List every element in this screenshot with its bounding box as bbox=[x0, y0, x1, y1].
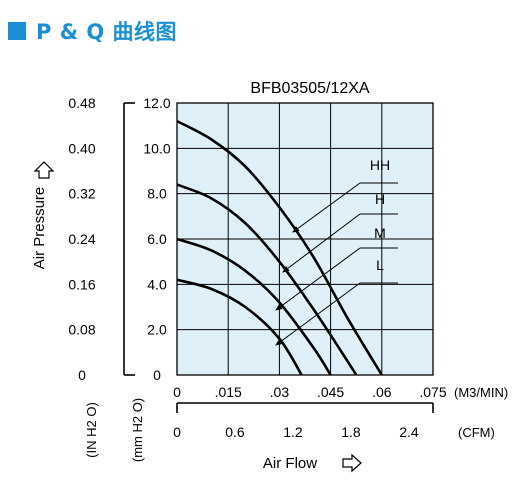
x-tick-label-m3: 0 bbox=[173, 384, 181, 400]
y-tick-label-in: 0.32 bbox=[68, 186, 95, 202]
leader-arrow bbox=[275, 247, 361, 311]
x-top-unit: (M3/MIN) bbox=[454, 385, 508, 400]
curve-label-m: M bbox=[374, 225, 386, 241]
right-arrow-icon bbox=[342, 453, 362, 473]
grid bbox=[176, 102, 434, 376]
leader-arrow bbox=[282, 213, 361, 273]
y-tick-label-in: 0.16 bbox=[68, 276, 95, 292]
tick-labels: 0 2.0 4.0 6.0 8.0 10.0 12.0 0 0.08 0.16 0.24 0.32 0.… bbox=[68, 95, 446, 440]
x-tick-label-m3: .045 bbox=[317, 384, 344, 400]
y-tick-label-in: 0.08 bbox=[68, 322, 95, 338]
x-tick-label-cfm: 2.4 bbox=[399, 424, 419, 440]
curve-label-hh: HH bbox=[370, 157, 390, 173]
y-tick-label-mm: 6.0 bbox=[147, 231, 167, 247]
curve-hh bbox=[176, 119, 383, 376]
leader-arrow bbox=[292, 182, 361, 233]
x-tick-label-m3: .06 bbox=[372, 384, 392, 400]
y-tick-label-in: 0.40 bbox=[68, 140, 95, 156]
curve-label-l: L bbox=[376, 257, 384, 273]
y-right-unit: (mm H2 O) bbox=[130, 398, 145, 462]
y-tick-label-mm: 10.0 bbox=[143, 140, 170, 156]
leader-arrow bbox=[275, 282, 361, 346]
y-tick-label-mm: 0 bbox=[153, 367, 161, 383]
y-axis-label: Air Pressure bbox=[31, 187, 48, 270]
header: P & Q 曲线图 bbox=[8, 16, 177, 46]
chart-title: BFB03505/12XA bbox=[250, 80, 370, 97]
y-tick-label-in: 0 bbox=[78, 367, 86, 383]
y-tick-label-mm: 8.0 bbox=[147, 186, 167, 202]
x-tick-label-cfm: 1.2 bbox=[283, 424, 303, 440]
curve-h bbox=[176, 183, 358, 376]
x-tick-label-cfm: 1.8 bbox=[341, 424, 361, 440]
axes bbox=[123, 102, 434, 413]
y-tick-label-mm: 4.0 bbox=[147, 276, 167, 292]
x-tick-label-m3: .015 bbox=[215, 384, 242, 400]
y-tick-label-mm: 2.0 bbox=[147, 322, 167, 338]
curve-m bbox=[176, 237, 332, 376]
x-bottom-unit: (CFM) bbox=[458, 425, 495, 440]
x-tick-label-cfm: 0 bbox=[173, 424, 181, 440]
y-left-unit: (IN H2 O) bbox=[84, 402, 99, 458]
x-tick-label-m3: .075 bbox=[419, 384, 446, 400]
y-tick-label-in: 0.24 bbox=[68, 231, 95, 247]
curve-label-h: H bbox=[375, 191, 385, 207]
pq-curves bbox=[176, 119, 383, 376]
page-title: P & Q 曲线图 bbox=[36, 20, 177, 44]
x-tick-label-cfm: 0.6 bbox=[225, 424, 245, 440]
up-arrow-icon bbox=[33, 161, 55, 179]
y-tick-label-mm: 12.0 bbox=[143, 95, 170, 111]
y-tick-label-in: 0.48 bbox=[68, 95, 95, 111]
x-tick-label-m3: .03 bbox=[270, 384, 290, 400]
x-axis-label: Air Flow bbox=[263, 455, 317, 472]
curve-l bbox=[176, 278, 303, 376]
square-bullet-icon bbox=[8, 22, 26, 40]
